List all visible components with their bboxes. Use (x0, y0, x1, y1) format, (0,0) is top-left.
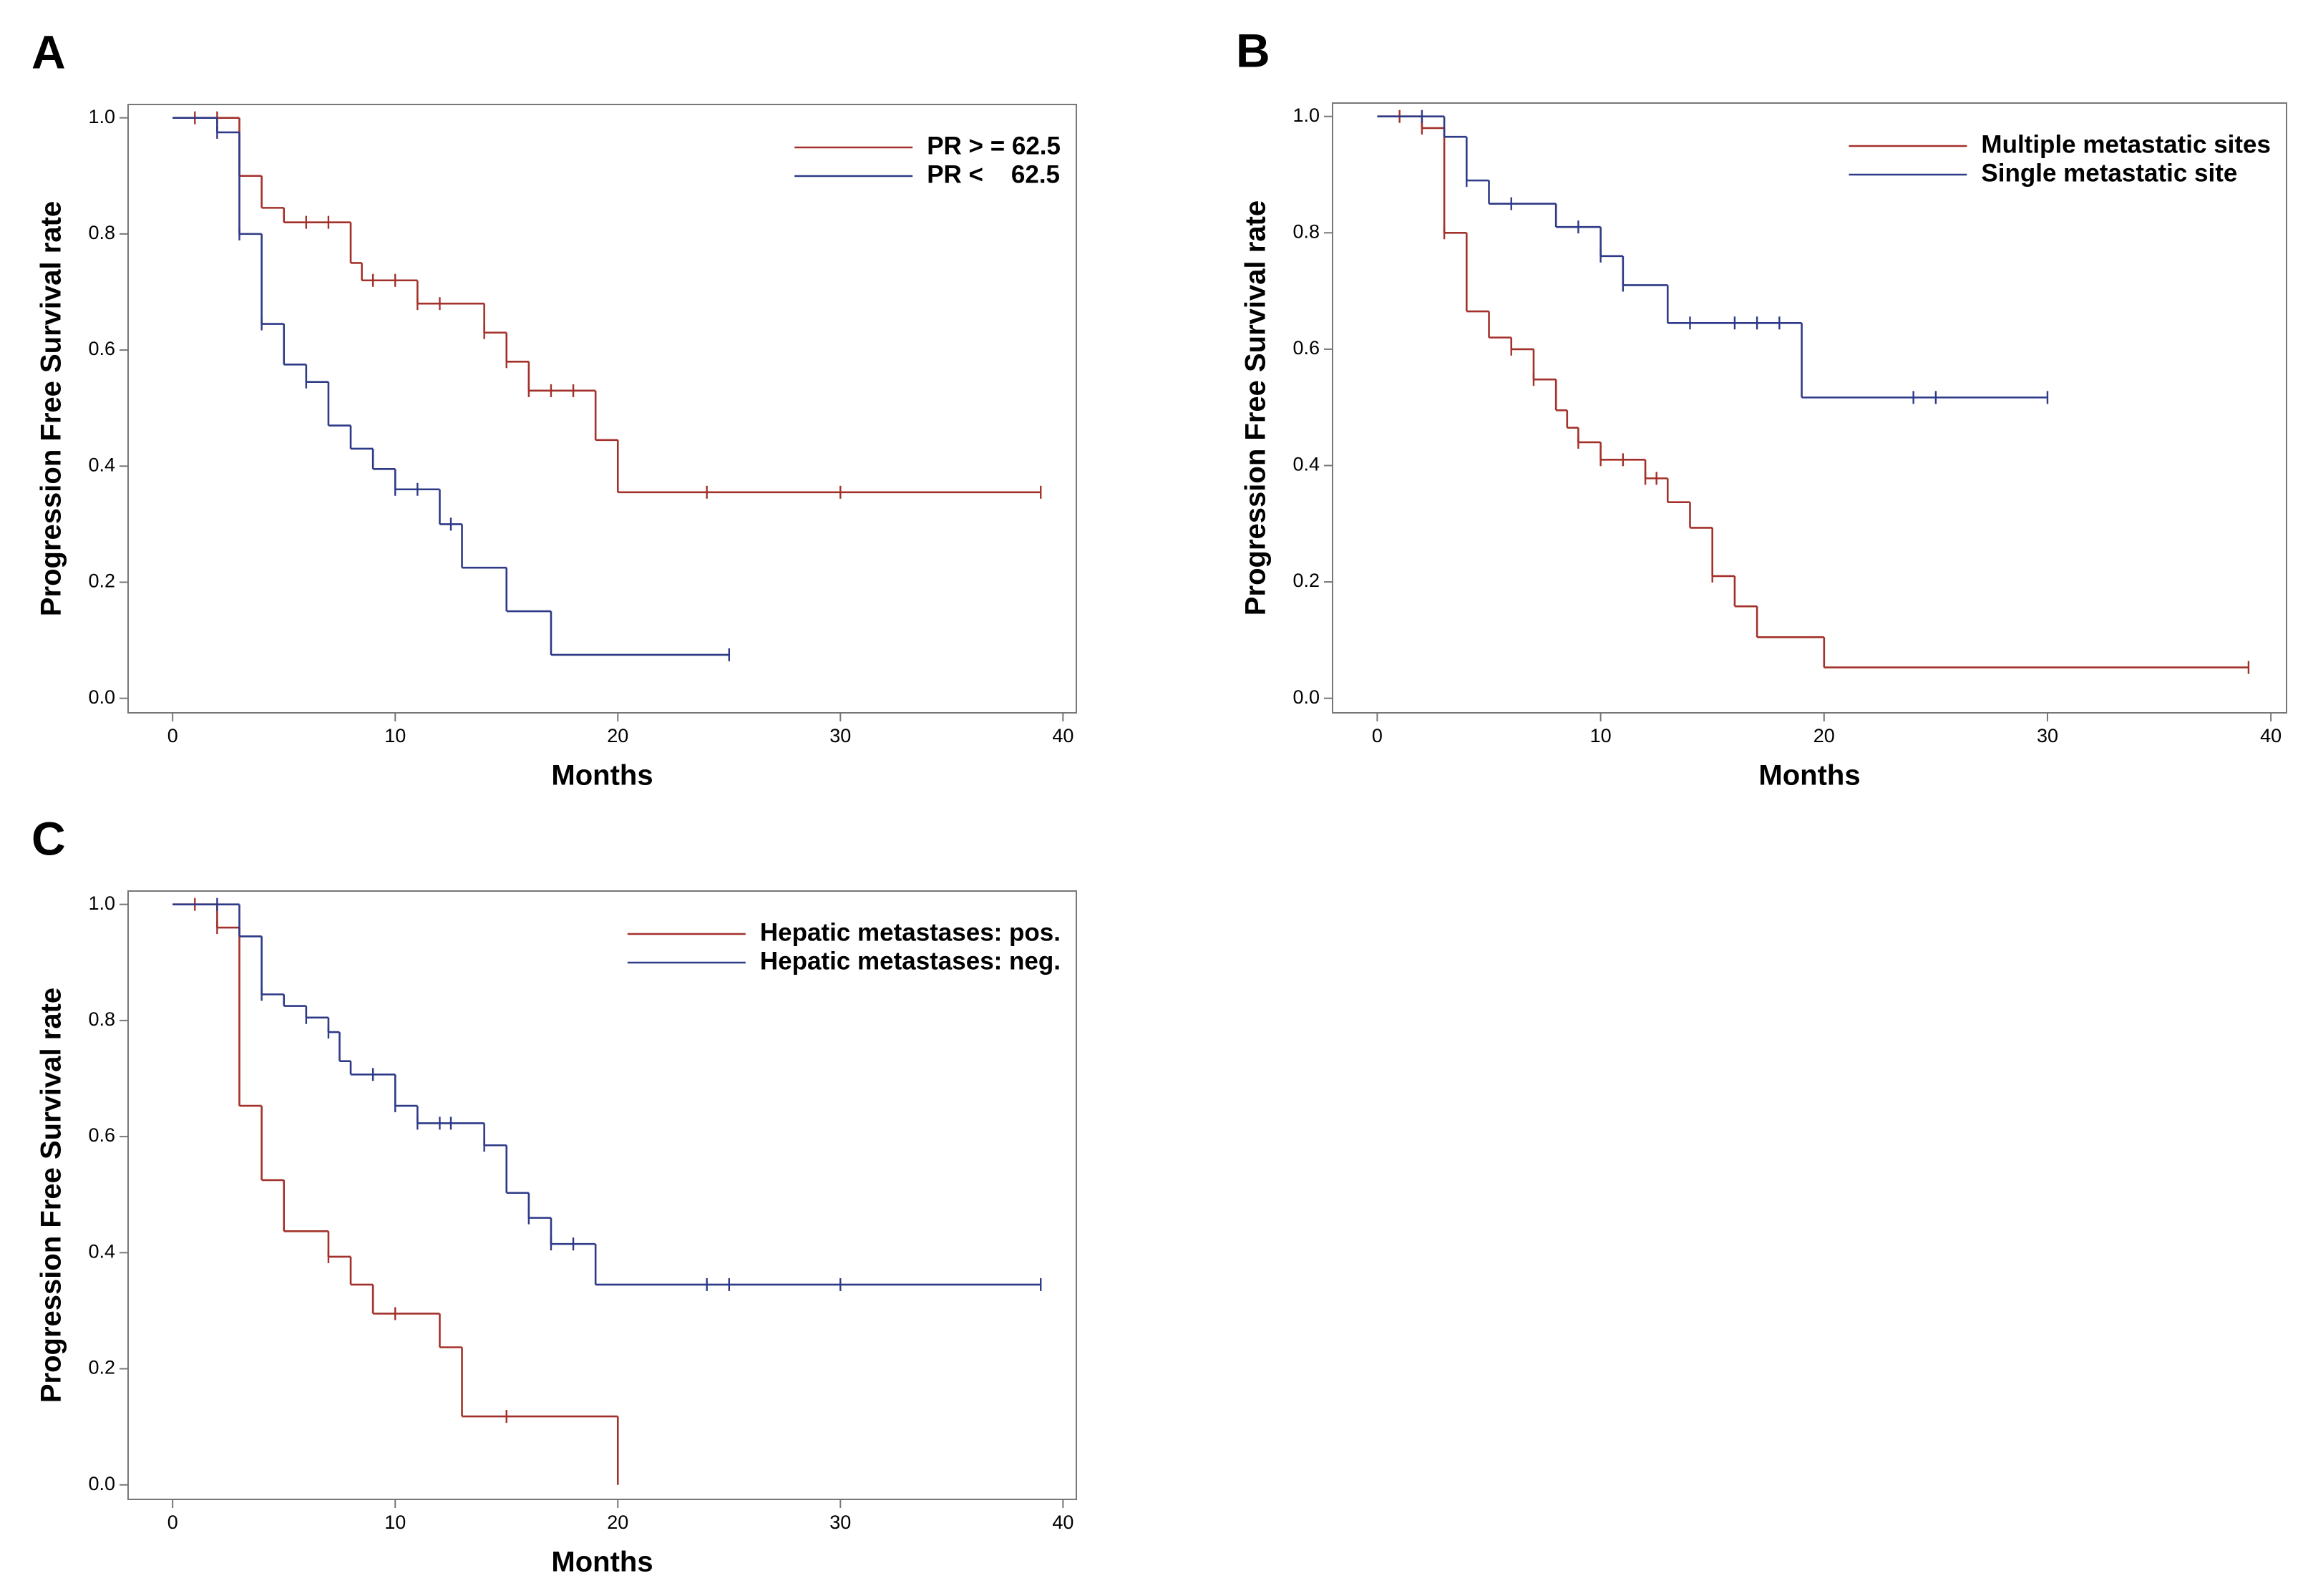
legend-label: PR > = 62.5 (927, 132, 1061, 160)
panel-label: B (1236, 24, 1270, 77)
legend-label: Hepatic metastases: neg. (760, 947, 1061, 975)
x-axis-label: Months (551, 1547, 653, 1578)
chart-panel: A Months Progression Free Survival rate 0 10… (31, 25, 1077, 792)
y-tick-label: 0.2 (88, 1357, 115, 1378)
y-tick-label: 0.2 (1292, 570, 1320, 591)
x-tick-label: 0 (167, 725, 178, 746)
y-tick-label: 0.4 (1292, 454, 1320, 475)
x-tick-label: 30 (2037, 725, 2058, 746)
x-axis-label: Months (551, 760, 653, 792)
y-tick-label: 0.0 (88, 686, 115, 708)
x-tick-label: 10 (1590, 725, 1612, 746)
panel-label: A (31, 25, 66, 78)
chart-panel: B Months Progression Free Survival rate 0 10… (1236, 24, 2287, 792)
y-tick-label: 0.6 (88, 1124, 115, 1146)
y-tick-label: 0.0 (1292, 686, 1320, 708)
y-axis-label: Progression Free Survival rate (36, 201, 67, 616)
x-tick-label: 20 (607, 725, 628, 746)
x-axis-label: Months (1758, 760, 1860, 792)
chart-panel: C Months Progression Free Survival rate 0 10… (31, 812, 1077, 1578)
y-tick-label: 0.6 (1292, 337, 1320, 359)
x-tick-label: 20 (1813, 725, 1835, 746)
x-tick-label: 0 (1372, 725, 1383, 746)
x-tick-label: 20 (607, 1512, 628, 1533)
legend-label: Hepatic metastases: pos. (760, 918, 1061, 946)
y-axis-label: Progression Free Survival rate (1240, 200, 1272, 615)
x-tick-label: 10 (384, 725, 406, 746)
y-tick-label: 0.4 (88, 454, 115, 475)
x-tick-label: 30 (829, 725, 851, 746)
legend-label: Multiple metastatic sites (1981, 130, 2271, 158)
y-tick-label: 0.8 (88, 1008, 115, 1030)
legend-label: Single metastatic site (1981, 159, 2237, 187)
plot-frame (1332, 102, 2287, 714)
x-tick-label: 0 (167, 1512, 178, 1533)
x-tick-label: 40 (1052, 1512, 1073, 1533)
y-tick-label: 0.4 (88, 1240, 115, 1262)
plot-frame (127, 890, 1077, 1500)
y-tick-label: 0.0 (88, 1473, 115, 1494)
y-axis-label: Progression Free Survival rate (36, 988, 67, 1403)
y-tick-label: 1.0 (88, 892, 115, 914)
y-tick-label: 0.2 (88, 570, 115, 592)
x-tick-label: 30 (829, 1512, 851, 1533)
x-tick-label: 40 (1052, 725, 1073, 746)
y-tick-label: 0.6 (88, 338, 115, 359)
plot-frame (127, 104, 1077, 714)
x-tick-label: 10 (384, 1512, 406, 1533)
y-tick-label: 0.8 (88, 222, 115, 243)
y-tick-label: 0.8 (1292, 220, 1320, 242)
y-tick-label: 1.0 (1292, 104, 1320, 126)
y-tick-label: 1.0 (88, 106, 115, 127)
panel-label: C (31, 812, 66, 865)
legend-label: PR < 62.5 (927, 160, 1060, 188)
x-tick-label: 40 (2260, 725, 2282, 746)
